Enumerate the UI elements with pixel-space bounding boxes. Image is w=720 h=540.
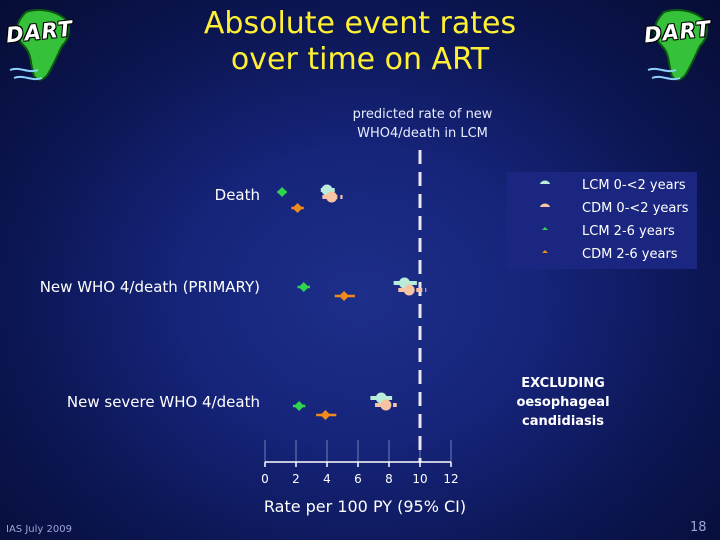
- point-marker: [403, 284, 415, 296]
- dart-logo-right: DART: [642, 8, 716, 86]
- point-marker: [380, 399, 392, 411]
- reference-line-label: predicted rate of new WHO4/death in LCM: [330, 105, 515, 143]
- legend-item-lcm-early: LCM 0-<2 years: [507, 175, 697, 197]
- x-axis-label: Rate per 100 PY (95% CI): [263, 497, 467, 516]
- title-line-1: Absolute event rates: [203, 6, 517, 41]
- legend-label-lcm-early: LCM 0-<2 years: [582, 178, 686, 193]
- legend-label-cdm-late: CDM 2-6 years: [582, 247, 678, 262]
- point-marker: [294, 401, 305, 411]
- x-tick-label: 10: [412, 472, 427, 486]
- x-tick-label: 6: [354, 472, 362, 486]
- x-tick-label: 12: [443, 472, 458, 486]
- legend-label-lcm-late: LCM 2-6 years: [582, 224, 675, 239]
- dart-logo-left: DART: [4, 8, 78, 86]
- title-line-2: over time on ART: [230, 42, 490, 77]
- legend-item-cdm-early: CDM 0-<2 years: [507, 198, 697, 220]
- annotation-line-2: oesophageal: [516, 395, 610, 410]
- legend-label-cdm-early: CDM 0-<2 years: [582, 201, 689, 216]
- point-marker: [277, 187, 288, 197]
- x-tick-label: 4: [323, 472, 331, 486]
- annotation-line-3: candidiasis: [522, 414, 604, 429]
- point-marker: [339, 291, 350, 301]
- legend-marker-cdm-early: [539, 203, 551, 207]
- row-label-primary: New WHO 4/death (PRIMARY): [39, 278, 260, 296]
- row-label-severe: New severe WHO 4/death: [66, 393, 260, 411]
- legend-item-cdm-late: CDM 2-6 years: [507, 244, 697, 266]
- legend-marker-cdm-late: [542, 250, 548, 253]
- page-number: 18: [690, 520, 707, 535]
- legend-marker-lcm-late: [542, 227, 548, 230]
- point-marker: [292, 203, 303, 213]
- legend: LCM 0-<2 years CDM 0-<2 years LCM 2-6 ye…: [507, 172, 697, 269]
- reference-label-line-1: predicted rate of new: [352, 107, 493, 122]
- x-tick-label: 8: [385, 472, 393, 486]
- x-tick-label: 0: [261, 472, 269, 486]
- slide-title: Absolute event rates over time on ART: [140, 6, 580, 78]
- reference-label-line-2: WHO4/death in LCM: [357, 126, 488, 141]
- x-tick-label: 2: [292, 472, 300, 486]
- legend-marker-lcm-early: [539, 180, 551, 184]
- point-marker: [298, 282, 309, 292]
- exclusion-annotation: EXCLUDING oesophageal candidiasis: [508, 374, 618, 431]
- point-marker: [326, 191, 338, 203]
- point-marker: [320, 410, 331, 420]
- annotation-line-1: EXCLUDING: [521, 376, 605, 391]
- row-label-death: Death: [214, 186, 260, 204]
- legend-item-lcm-late: LCM 2-6 years: [507, 221, 697, 243]
- footer-conference: IAS July 2009: [6, 524, 72, 535]
